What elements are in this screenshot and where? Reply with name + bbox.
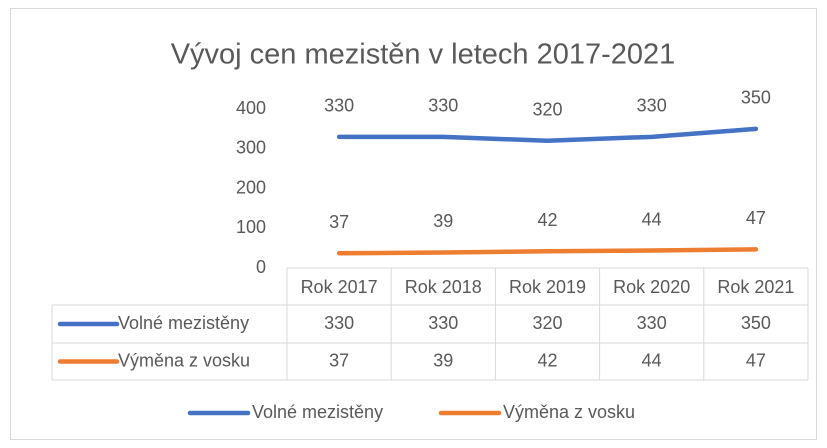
table-row-label: Volné mezistěny xyxy=(118,313,249,333)
table-cell: 42 xyxy=(537,350,557,370)
x-tick-label: Rok 2020 xyxy=(613,277,690,297)
data-label: 320 xyxy=(532,100,562,120)
legend-label: Výměna z vosku xyxy=(503,402,635,422)
table-cell: 44 xyxy=(642,350,662,370)
table-cell: 330 xyxy=(324,313,354,333)
chart-border xyxy=(10,8,817,440)
table-cell: 330 xyxy=(428,313,458,333)
data-label: 44 xyxy=(642,209,662,229)
y-tick-label: 100 xyxy=(236,217,266,237)
x-tick-label: Rok 2017 xyxy=(301,277,378,297)
series-line xyxy=(336,247,759,256)
data-label: 47 xyxy=(746,208,766,228)
table-cell: 39 xyxy=(433,350,453,370)
legend-label: Volné mezistěny xyxy=(252,402,383,422)
y-tick-label: 400 xyxy=(236,98,266,118)
x-tick-label: Rok 2018 xyxy=(405,277,482,297)
table-cell: 37 xyxy=(329,350,349,370)
data-label: 330 xyxy=(324,96,354,116)
table-cell: 350 xyxy=(741,313,771,333)
data-label: 42 xyxy=(537,210,557,230)
x-tick-label: Rok 2019 xyxy=(509,277,586,297)
y-tick-label: 0 xyxy=(256,257,266,277)
data-label: 330 xyxy=(637,96,667,116)
data-label: 37 xyxy=(329,212,349,232)
x-tick-label: Rok 2021 xyxy=(717,277,794,297)
y-tick-label: 200 xyxy=(236,177,266,197)
chart-title: Vývoj cen mezistěn v letech 2017-2021 xyxy=(171,39,676,71)
data-label: 350 xyxy=(741,88,771,108)
table-cell: 330 xyxy=(637,313,667,333)
table-row-label: Výměna z vosku xyxy=(118,350,250,370)
series-line xyxy=(336,126,759,144)
table-cell: 320 xyxy=(532,313,562,333)
table-cell: 47 xyxy=(746,350,766,370)
y-tick-label: 300 xyxy=(236,138,266,158)
data-label: 330 xyxy=(428,96,458,116)
data-label: 39 xyxy=(433,211,453,231)
